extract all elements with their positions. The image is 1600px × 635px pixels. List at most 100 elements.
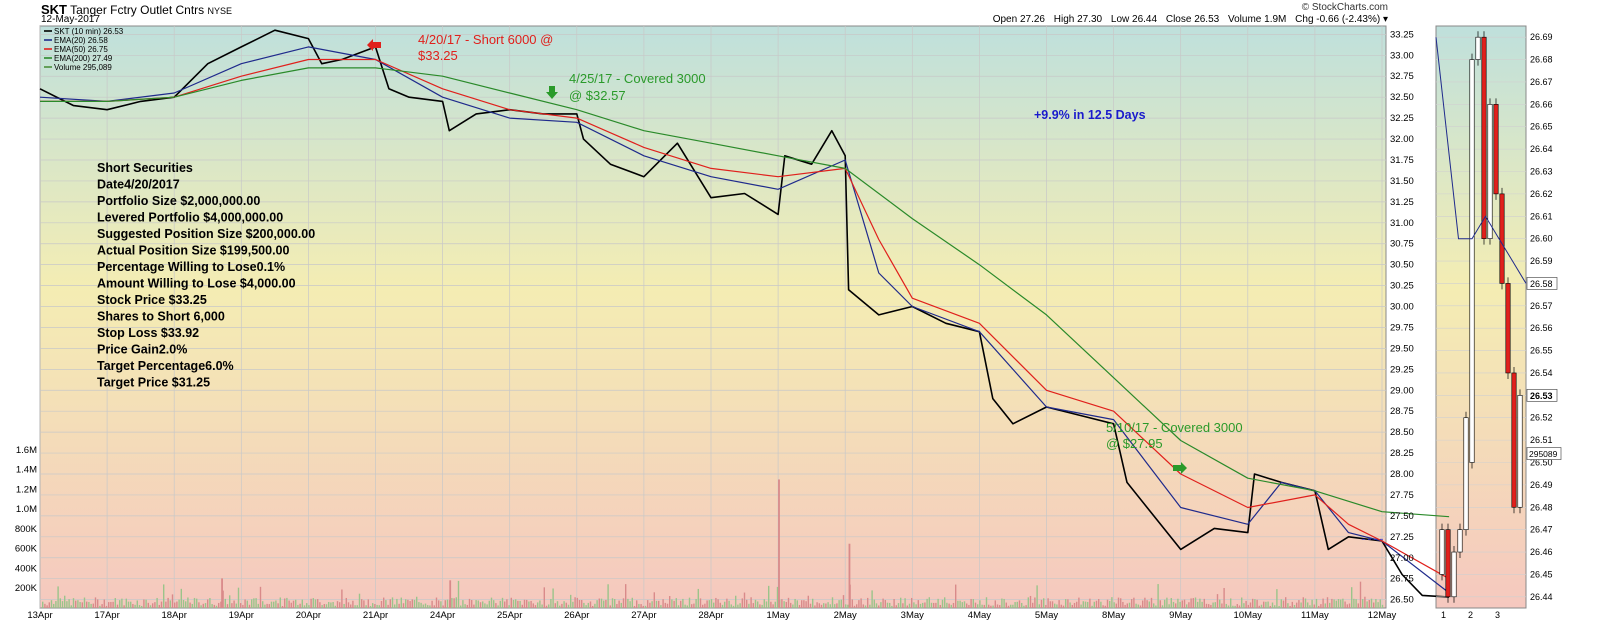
volume-bar [873,599,875,608]
volume-bar [959,600,961,608]
volume-tick-label: 1.2M [16,484,37,495]
note-line: Actual Position Size $199,500.00 [97,244,289,258]
volume-bar [209,598,211,608]
volume-bar [554,603,556,608]
volume-bar [1230,598,1232,608]
volume-bar [44,603,46,608]
volume-bar [583,602,585,608]
volume-bar [587,602,589,608]
volume-bar [778,479,780,608]
legend-entry: EMA(200) 27.49 [54,54,113,63]
volume-bar [746,599,748,608]
volume-bar [981,604,983,608]
volume-bar [427,605,429,608]
volume-bar [50,600,53,608]
volume-bar [105,605,108,608]
volume-bar [1315,598,1318,608]
volume-bar [345,597,347,608]
volume-bar [990,605,992,608]
volume-bar [754,599,757,608]
volume-bar [1208,604,1210,608]
volume-bar [691,604,693,608]
volume-bar [475,600,477,608]
volume-bar [574,597,576,608]
volume-bar [743,592,746,608]
volume-bar [1038,604,1040,608]
volume-bar [908,603,911,608]
volume-bar [442,605,444,608]
volume-bar [1247,604,1249,608]
volume-bar [354,605,356,608]
volume-bar [1329,602,1331,608]
cover2-annotation-line2: @ $27.95 [1106,436,1163,451]
volume-bar [72,598,75,608]
volume-bar [1302,597,1304,608]
volume-bar [473,604,475,608]
volume-bar [928,597,930,608]
date-tick-label: 25Apr [497,610,522,621]
volume-bar [979,600,981,608]
short-annotation-line1: 4/20/17 - Short 6000 @ [418,32,553,47]
volume-bar [1032,602,1034,608]
volume-bar [1146,600,1148,608]
volume-bar [1175,603,1177,608]
volume-bar [334,605,336,608]
volume-bar [352,600,354,608]
volume-bar [1014,602,1016,608]
zoom-price-tick: 26.51 [1530,435,1553,445]
volume-bar [497,605,499,608]
volume-bar [1285,597,1287,608]
volume-bar [123,605,125,608]
volume-bar [453,598,455,608]
volume-bar [759,604,761,608]
price-tick-label: 31.25 [1390,197,1414,208]
volume-bar [1271,602,1274,608]
volume-bar [55,601,57,608]
zoom-price-tick: 26.45 [1530,569,1553,579]
volume-bar [952,602,955,608]
volume-bar [917,600,919,608]
zoom-price-tick: 26.68 [1530,55,1553,65]
date-tick-label: 12May [1368,610,1397,621]
volume-bar [651,601,653,608]
volume-bar [1210,604,1212,608]
price-tick-label: 27.00 [1390,553,1414,564]
volume-bar [1357,603,1359,608]
volume-bar [323,604,325,608]
volume-bar [556,601,559,608]
volume-bar [281,605,284,608]
date-tick-label: 28Apr [698,610,723,621]
volume-bar [655,600,658,608]
volume-bar [321,605,323,608]
volume-bar [999,605,1001,608]
volume-bar [1197,601,1199,608]
volume-bar [1029,595,1032,608]
volume-bar [235,603,237,608]
price-tick-label: 31.00 [1390,218,1414,229]
note-line: Suggested Position Size $200,000.00 [97,227,315,241]
volume-bar [165,601,167,608]
volume-bar [647,600,649,608]
volume-bar [310,598,312,608]
volume-bar [814,605,816,608]
volume-bar [110,601,112,608]
volume-bar [1073,602,1076,608]
volume-bar [528,601,530,608]
volume-bar [116,604,119,608]
volume-bar [838,600,840,608]
volume-bar [992,605,994,608]
volume-bar [1320,604,1322,608]
volume-bar [134,604,136,608]
volume-bar [143,599,145,608]
volume-bar [627,598,629,608]
volume-bar [550,598,552,608]
volume-tick-label: 1.0M [16,504,37,515]
volume-bar [840,599,842,608]
zoom-price-tick: 26.61 [1530,211,1553,221]
volume-bar [728,600,730,608]
volume-bar [541,604,543,608]
volume-bar [611,598,614,608]
volume-bar [519,600,521,608]
volume-bar [1040,599,1043,608]
volume-bar [684,604,686,608]
